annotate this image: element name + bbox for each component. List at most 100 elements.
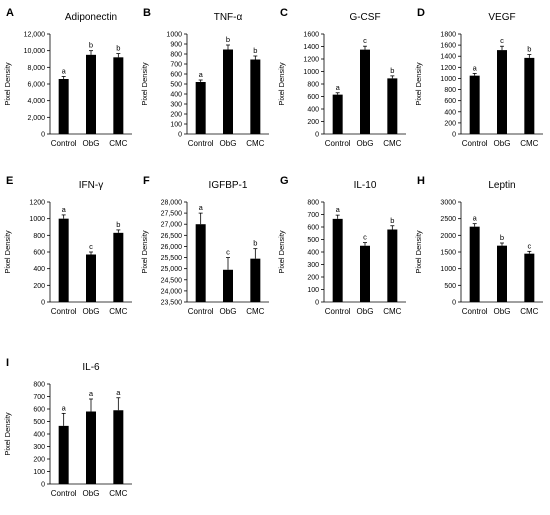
- y-tick-label: 12,000: [24, 32, 46, 39]
- y-axis-label: Pixel Density: [414, 62, 423, 106]
- bar-cmc: [113, 232, 124, 302]
- y-tick-label: 600: [170, 72, 182, 79]
- y-tick-label: 500: [307, 237, 319, 244]
- y-tick-label: 24,500: [161, 277, 183, 284]
- y-tick-label: 200: [33, 457, 45, 464]
- y-tick-label: 800: [307, 200, 319, 207]
- significance-letter: b: [390, 66, 394, 75]
- significance-letter: a: [473, 63, 478, 72]
- chart-title: Adiponectin: [65, 12, 117, 23]
- y-tick-label: 0: [452, 300, 456, 307]
- y-tick-label: 0: [315, 132, 319, 139]
- y-tick-label: 500: [33, 419, 45, 426]
- y-tick-label: 600: [444, 98, 456, 105]
- y-tick-label: 1800: [440, 32, 456, 39]
- y-tick-label: 500: [444, 283, 456, 290]
- significance-letter: a: [62, 67, 67, 76]
- y-tick-label: 0: [41, 482, 45, 489]
- y-tick-label: 23,500: [161, 300, 183, 307]
- category-label: CMC: [109, 139, 127, 148]
- y-tick-label: 1600: [303, 32, 319, 39]
- significance-letter: a: [199, 70, 204, 79]
- y-axis-label: Pixel Density: [277, 230, 286, 274]
- bar-obg: [497, 245, 507, 302]
- y-tick-label: 100: [33, 469, 45, 476]
- bar-control: [58, 218, 69, 302]
- panel-b: B TNF-α Pixel Density 0 100 200 300 400 500 600 70…: [140, 7, 269, 148]
- significance-letter: a: [199, 203, 204, 212]
- bar-obg: [497, 50, 507, 134]
- y-tick-label: 800: [33, 233, 45, 240]
- category-label: Control: [325, 139, 351, 148]
- y-tick-label: 400: [33, 266, 45, 273]
- panel-letter: H: [417, 175, 425, 187]
- y-tick-label: 10,000: [24, 48, 46, 55]
- y-tick-label: 400: [307, 250, 319, 257]
- y-tick-label: 1000: [29, 216, 45, 223]
- y-tick-label: 200: [33, 283, 45, 290]
- bar-control: [469, 75, 480, 134]
- y-tick-label: 24,000: [161, 288, 183, 295]
- bar-obg: [86, 254, 96, 302]
- y-tick-label: 700: [307, 212, 319, 219]
- y-tick-label: 1400: [440, 54, 456, 61]
- y-tick-label: 600: [307, 94, 319, 101]
- category-label: CMC: [246, 307, 264, 316]
- y-tick-label: 0: [178, 132, 182, 139]
- significance-letter: b: [226, 35, 230, 44]
- significance-letter: b: [89, 41, 93, 50]
- y-axis-label: Pixel Density: [414, 230, 423, 274]
- panel-i: I IL-6 Pixel Density 0 100 200 300 400 500 600 700…: [3, 357, 132, 498]
- y-tick-label: 200: [307, 119, 319, 126]
- bar-cmc: [113, 57, 124, 135]
- significance-letter: a: [473, 214, 478, 223]
- category-label: Control: [51, 139, 77, 148]
- y-tick-label: 4,000: [27, 98, 45, 105]
- significance-letter: b: [116, 44, 120, 53]
- chart-title: IGFBP-1: [209, 180, 248, 191]
- category-label: ObG: [357, 307, 374, 316]
- bar-obg: [86, 411, 96, 484]
- category-label: ObG: [83, 307, 100, 316]
- y-tick-label: 1000: [440, 76, 456, 83]
- significance-letter: b: [527, 45, 531, 54]
- chart-title: IL-10: [354, 180, 377, 191]
- y-tick-label: 2000: [440, 233, 456, 240]
- bar-control: [469, 226, 480, 302]
- significance-letter: c: [226, 248, 230, 257]
- bar-cmc: [387, 229, 398, 302]
- y-tick-label: 1600: [440, 43, 456, 50]
- y-axis-label: Pixel Density: [3, 230, 12, 274]
- significance-letter: a: [89, 389, 94, 398]
- y-tick-label: 26,000: [161, 244, 183, 251]
- y-tick-label: 700: [170, 62, 182, 69]
- significance-letter: b: [500, 233, 504, 242]
- y-tick-label: 25,000: [161, 266, 183, 273]
- chart-title: Leptin: [488, 180, 515, 191]
- category-label: CMC: [383, 307, 401, 316]
- bar-control: [195, 224, 206, 302]
- significance-letter: c: [527, 241, 531, 250]
- significance-letter: c: [363, 233, 367, 242]
- panel-h: H Leptin Pixel Density 0 500 1000 1500 2000 2500…: [414, 175, 543, 316]
- category-label: ObG: [220, 307, 237, 316]
- category-label: Control: [462, 139, 488, 148]
- y-axis-label: Pixel Density: [277, 62, 286, 106]
- chart-title: TNF-α: [214, 12, 243, 23]
- panel-letter: F: [143, 175, 150, 187]
- bar-obg: [223, 269, 233, 302]
- y-tick-label: 300: [33, 444, 45, 451]
- y-tick-label: 1200: [29, 200, 45, 207]
- y-tick-label: 800: [170, 52, 182, 59]
- y-tick-label: 1400: [303, 44, 319, 51]
- y-tick-label: 8,000: [27, 65, 45, 72]
- y-tick-label: 600: [33, 250, 45, 257]
- y-tick-label: 800: [307, 82, 319, 89]
- y-tick-label: 800: [33, 382, 45, 389]
- y-tick-label: 0: [41, 132, 45, 139]
- significance-letter: b: [253, 239, 257, 248]
- chart-title: G-CSF: [349, 12, 380, 23]
- y-tick-label: 800: [444, 87, 456, 94]
- y-tick-label: 2,000: [27, 115, 45, 122]
- category-label: ObG: [220, 139, 237, 148]
